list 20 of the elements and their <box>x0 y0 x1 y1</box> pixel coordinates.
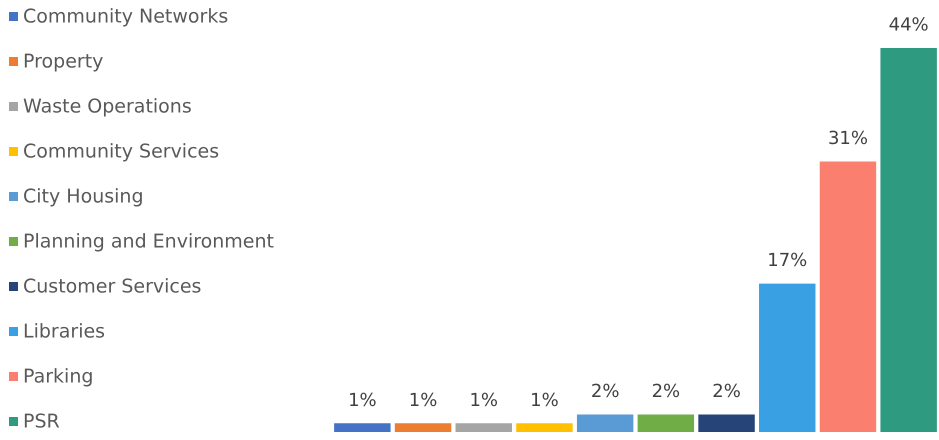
data-label: 1% <box>348 390 377 411</box>
data-label: 31% <box>828 128 868 149</box>
data-label: 17% <box>767 250 808 272</box>
data-label: 1% <box>408 390 438 411</box>
legend-label: Community Services <box>23 140 220 162</box>
data-label: 2% <box>712 381 741 402</box>
legend-label: Libraries <box>23 320 106 342</box>
legend-label: Property <box>23 50 104 72</box>
legend-label: PSR <box>23 410 60 432</box>
data-label: 2% <box>652 381 680 402</box>
legend-label: Parking <box>23 366 94 388</box>
data-label: 1% <box>469 390 498 411</box>
legend-label: Customer Services <box>23 276 202 298</box>
data-label: 2% <box>590 381 620 402</box>
legend-label: Planning and Environment <box>23 230 274 252</box>
data-label: 44% <box>888 14 929 36</box>
legend-label: Waste Operations <box>23 96 192 118</box>
legend-label: City Housing <box>23 186 144 208</box>
legend-label: Community Networks <box>23 6 228 28</box>
data-label: 1% <box>530 390 559 411</box>
